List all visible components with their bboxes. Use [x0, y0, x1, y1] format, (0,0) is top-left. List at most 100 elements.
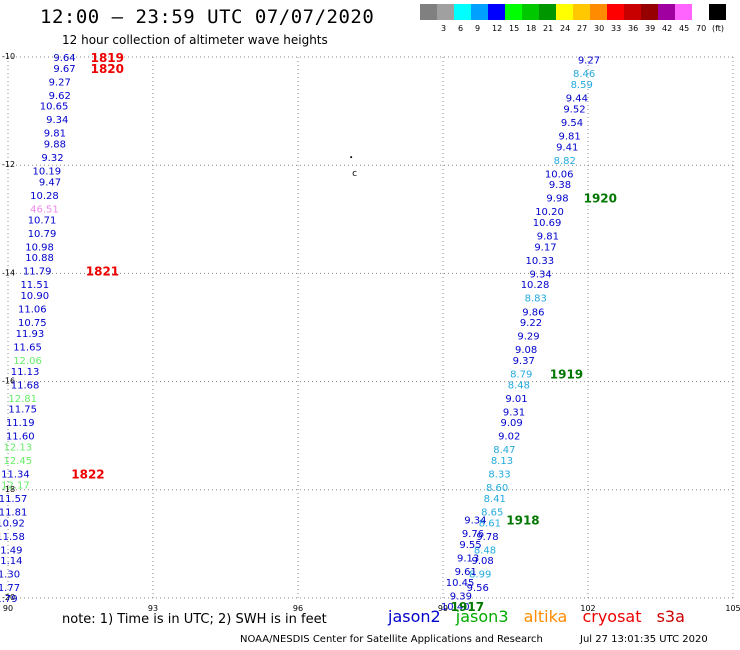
x-tick-label: 96: [293, 604, 303, 613]
swh-value-label: 8.59: [571, 80, 593, 91]
swh-value-label: 8.60: [486, 483, 508, 494]
swh-value-label: 12.13: [4, 443, 33, 454]
swh-value-label: 12.17: [1, 480, 30, 491]
swh-value-label: 8.83: [525, 294, 547, 305]
swh-value-label: 10.69: [533, 218, 562, 229]
swh-value-label: 9.38: [549, 180, 571, 191]
swh-value-label: 10.40: [441, 602, 470, 613]
swh-value-label: 8.65: [481, 507, 503, 518]
swh-value-label: 10.45: [446, 578, 475, 589]
y-tick-label: -12: [2, 160, 15, 169]
swh-value-label: 9.34: [46, 115, 68, 126]
swh-value-label: 9.41: [556, 142, 578, 153]
legend-swatch: [590, 4, 607, 20]
swh-value-label: 9.08: [515, 345, 537, 356]
legend-swatch: [454, 4, 471, 20]
x-tick-label: 99: [438, 604, 448, 613]
swh-value-label: 9.31: [503, 407, 525, 418]
legend-label: 9: [475, 24, 481, 33]
swh-value-label: 9.32: [41, 153, 63, 164]
y-tick-label: -10: [2, 52, 15, 61]
swh-value-label: 10.65: [40, 102, 69, 113]
swh-value-label: 46.51: [30, 204, 59, 215]
pass-time-label: 1919: [550, 367, 583, 381]
swh-value-label: 11.77: [0, 583, 20, 594]
swh-value-label: 11.93: [16, 329, 45, 340]
swh-value-label: 12.45: [4, 456, 33, 467]
legend-label: 6: [458, 24, 464, 33]
swh-value-label: 11.14: [0, 556, 23, 567]
swh-value-label: 9.86: [522, 307, 544, 318]
legend-swatch: [692, 4, 709, 20]
swh-value-label: 9.62: [49, 91, 71, 102]
swh-value-label: 10.90: [20, 291, 49, 302]
legend-label: 30: [594, 24, 605, 33]
y-tick-label: -16: [2, 377, 15, 386]
swh-value-label: 11.65: [13, 342, 42, 353]
swh-value-label: 11.30: [0, 570, 20, 581]
swh-value-label: 9.55: [459, 540, 481, 551]
chart-subtitle: 12 hour collection of altimeter wave hei…: [62, 33, 328, 47]
swh-value-label: 8.47: [493, 445, 515, 456]
swh-value-label: 9.98: [546, 194, 568, 205]
swh-value-label: 10.19: [33, 167, 62, 178]
swh-value-label: 11.51: [20, 280, 49, 291]
swh-value-label: 9.54: [561, 118, 583, 129]
note-text: note: 1) Time is in UTC; 2) SWH is in fe…: [62, 612, 327, 627]
legend-swatch: [641, 4, 658, 20]
legend-label: 27: [577, 24, 588, 33]
swh-value-label: 9.56: [467, 583, 489, 594]
swh-value-label: 8.33: [488, 470, 510, 481]
satellite-legend: jason2 jason3 altika cryosat s3a: [388, 607, 695, 626]
swh-value-label: 9.27: [578, 56, 600, 67]
swh-value-label: 11.75: [8, 405, 37, 416]
x-tick-label: 105: [725, 604, 740, 613]
swh-value-label: 10.79: [28, 229, 57, 240]
legend-swatch: [556, 4, 573, 20]
y-tick-label: -18: [2, 485, 15, 494]
legend-swatch: [437, 4, 454, 20]
swh-value-label: 9.01: [505, 394, 527, 405]
swh-value-label: 11.79: [0, 594, 18, 605]
swh-value-label: 9.39: [450, 591, 472, 602]
pass-time-label: 1821: [86, 265, 119, 279]
chart-title: 12:00 – 23:59 UTC 07/07/2020: [40, 6, 375, 28]
swh-value-label: 9.61: [455, 567, 477, 578]
swh-value-label: 10.28: [521, 280, 550, 291]
swh-value-label: 8.79: [510, 369, 532, 380]
legend-swatch: [488, 4, 505, 20]
legend-swatch: [573, 4, 590, 20]
swh-value-label: 11.19: [6, 418, 35, 429]
swh-value-label: 11.58: [0, 532, 25, 543]
satellite-s3a: s3a: [656, 607, 685, 626]
legend-label: 24: [560, 24, 571, 33]
legend-label: 33: [611, 24, 622, 33]
swh-value-label: 9.13: [457, 553, 479, 564]
swh-value-label: 10.88: [25, 253, 54, 264]
legend-label: 21: [543, 24, 554, 33]
island-mark: [350, 156, 353, 159]
swh-value-label: 9.34: [464, 516, 486, 527]
swh-value-label: 11.57: [0, 494, 27, 505]
x-tick-label: 93: [148, 604, 158, 613]
swh-value-label: 9.52: [563, 104, 585, 115]
legend-swatch: [522, 4, 539, 20]
swh-value-label: 9.34: [529, 269, 551, 280]
swh-value-label: 8.61: [479, 518, 501, 529]
swh-value-label: 8.82: [554, 156, 576, 167]
swh-value-label: 8.48: [474, 545, 496, 556]
swh-value-label: 9.27: [49, 77, 71, 88]
x-tick-label: 90: [3, 604, 13, 613]
swh-value-label: 9.02: [498, 432, 520, 443]
satellite-jason2: jason2: [388, 607, 441, 626]
legend-label: 15: [509, 24, 520, 33]
swh-value-label: 11.79: [23, 267, 52, 278]
legend-swatch: [420, 4, 437, 20]
swh-value-label: 11.60: [6, 432, 35, 443]
satellite-cryosat: cryosat: [582, 607, 642, 626]
legend-label: 39: [645, 24, 656, 33]
swh-value-label: 10.33: [526, 256, 555, 267]
swh-value-label: 9.22: [520, 318, 542, 329]
legend-label: 36: [628, 24, 639, 33]
